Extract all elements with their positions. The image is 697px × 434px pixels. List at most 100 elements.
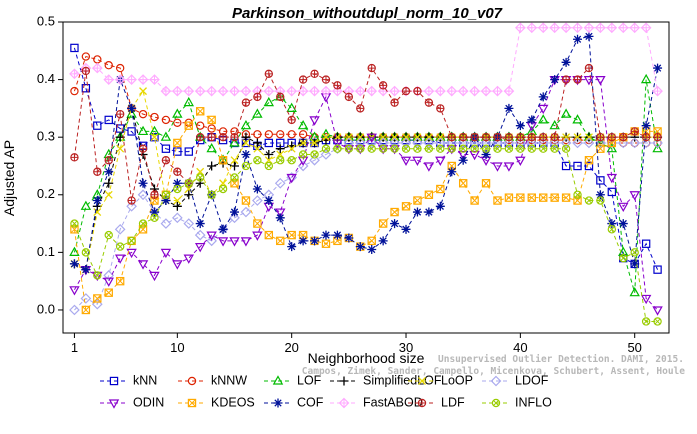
data-point: [457, 85, 469, 97]
data-point: [470, 132, 479, 142]
data-point: [297, 156, 309, 166]
data-point: [172, 108, 183, 118]
data-point: [298, 130, 308, 139]
data-point: [629, 137, 641, 149]
legend-label: SimplifiedLOF: [363, 373, 442, 387]
legend-label: LOF: [297, 373, 322, 387]
data-point: [81, 84, 91, 93]
series-line: [74, 89, 658, 271]
y-tick-label: 0.3: [37, 129, 55, 144]
data-point: [320, 149, 332, 160]
data-point: [424, 190, 434, 199]
data-point: [264, 161, 274, 171]
data-point: [207, 132, 216, 142]
data-point: [276, 156, 285, 165]
data-point: [171, 212, 183, 224]
data-point: [573, 161, 582, 171]
data-point: [515, 156, 526, 166]
series-line: [73, 148, 658, 322]
y-tick-label: 0.5: [37, 13, 55, 28]
data-point: [446, 137, 458, 149]
data-point: [629, 22, 641, 34]
data-point: [252, 231, 263, 241]
data-point: [70, 153, 79, 162]
data-point: [322, 133, 330, 142]
data-point: [366, 137, 378, 149]
series-line: [74, 27, 659, 92]
data-point: [470, 196, 479, 205]
data-point: [619, 132, 628, 142]
data-point: [367, 144, 376, 153]
data-point: [150, 132, 159, 142]
data-point: [493, 196, 502, 205]
data-point: [194, 229, 206, 241]
data-point: [172, 178, 182, 188]
data-point: [287, 130, 296, 139]
data-point: [287, 230, 296, 240]
data-point: [653, 317, 662, 326]
data-point: [344, 133, 353, 142]
data-point: [321, 144, 331, 153]
data-point: [173, 196, 182, 205]
data-point: [469, 85, 480, 97]
data-point: [173, 184, 182, 194]
data-point: [539, 193, 548, 202]
legend-item: LDOF: [482, 373, 549, 387]
data-point: [276, 130, 285, 139]
data-point: [207, 190, 216, 199]
legend-item: LDF: [408, 395, 465, 409]
data-point: [515, 121, 525, 131]
data-point: [584, 63, 594, 73]
data-point: [458, 155, 468, 165]
data-point: [172, 201, 182, 211]
data-point: [137, 125, 149, 136]
data-point: [538, 104, 549, 115]
data-point: [104, 156, 113, 165]
data-point: [253, 144, 262, 153]
data-point: [402, 133, 410, 142]
data-point: [173, 118, 182, 127]
legend-marker: [491, 398, 501, 408]
data-point: [92, 196, 102, 206]
legend-item: kNNW: [178, 373, 247, 387]
data-point: [93, 121, 102, 130]
data-point: [127, 196, 136, 205]
data-point: [436, 144, 445, 153]
data-point: [538, 114, 549, 124]
x-tick-label: 20: [284, 340, 298, 355]
x-tick-label: 10: [170, 340, 184, 355]
series-line: [74, 106, 658, 271]
data-point: [252, 195, 263, 206]
data-point: [595, 75, 606, 86]
data-point: [617, 22, 629, 34]
data-point: [333, 81, 342, 90]
data-point: [458, 144, 468, 153]
data-point: [560, 108, 572, 118]
data-point: [390, 207, 399, 217]
y-tick-label: 0.4: [37, 71, 55, 86]
data-point: [492, 85, 503, 97]
data-point: [492, 137, 503, 149]
data-point: [207, 124, 216, 133]
data-point: [379, 133, 388, 142]
data-point: [264, 138, 274, 148]
data-point: [572, 22, 583, 34]
data-point: [413, 196, 422, 205]
data-point: [539, 132, 548, 142]
data-point: [309, 154, 320, 166]
data-point: [253, 156, 262, 165]
data-point: [470, 144, 479, 153]
data-point: [160, 85, 172, 97]
data-point: [354, 85, 366, 97]
data-point: [618, 202, 629, 213]
data-point: [573, 34, 583, 44]
data-point: [584, 31, 594, 41]
data-point: [321, 239, 331, 248]
legend: kNN kNNW LOF SimplifiedLOF LoOP LDOF ODIN KDEOS…: [100, 373, 552, 409]
data-point: [229, 237, 240, 247]
data-point: [173, 138, 182, 148]
data-point: [367, 244, 377, 254]
x-axis-label: Neighborhood size: [308, 350, 425, 366]
data-point: [286, 85, 298, 97]
data-point: [480, 137, 492, 149]
